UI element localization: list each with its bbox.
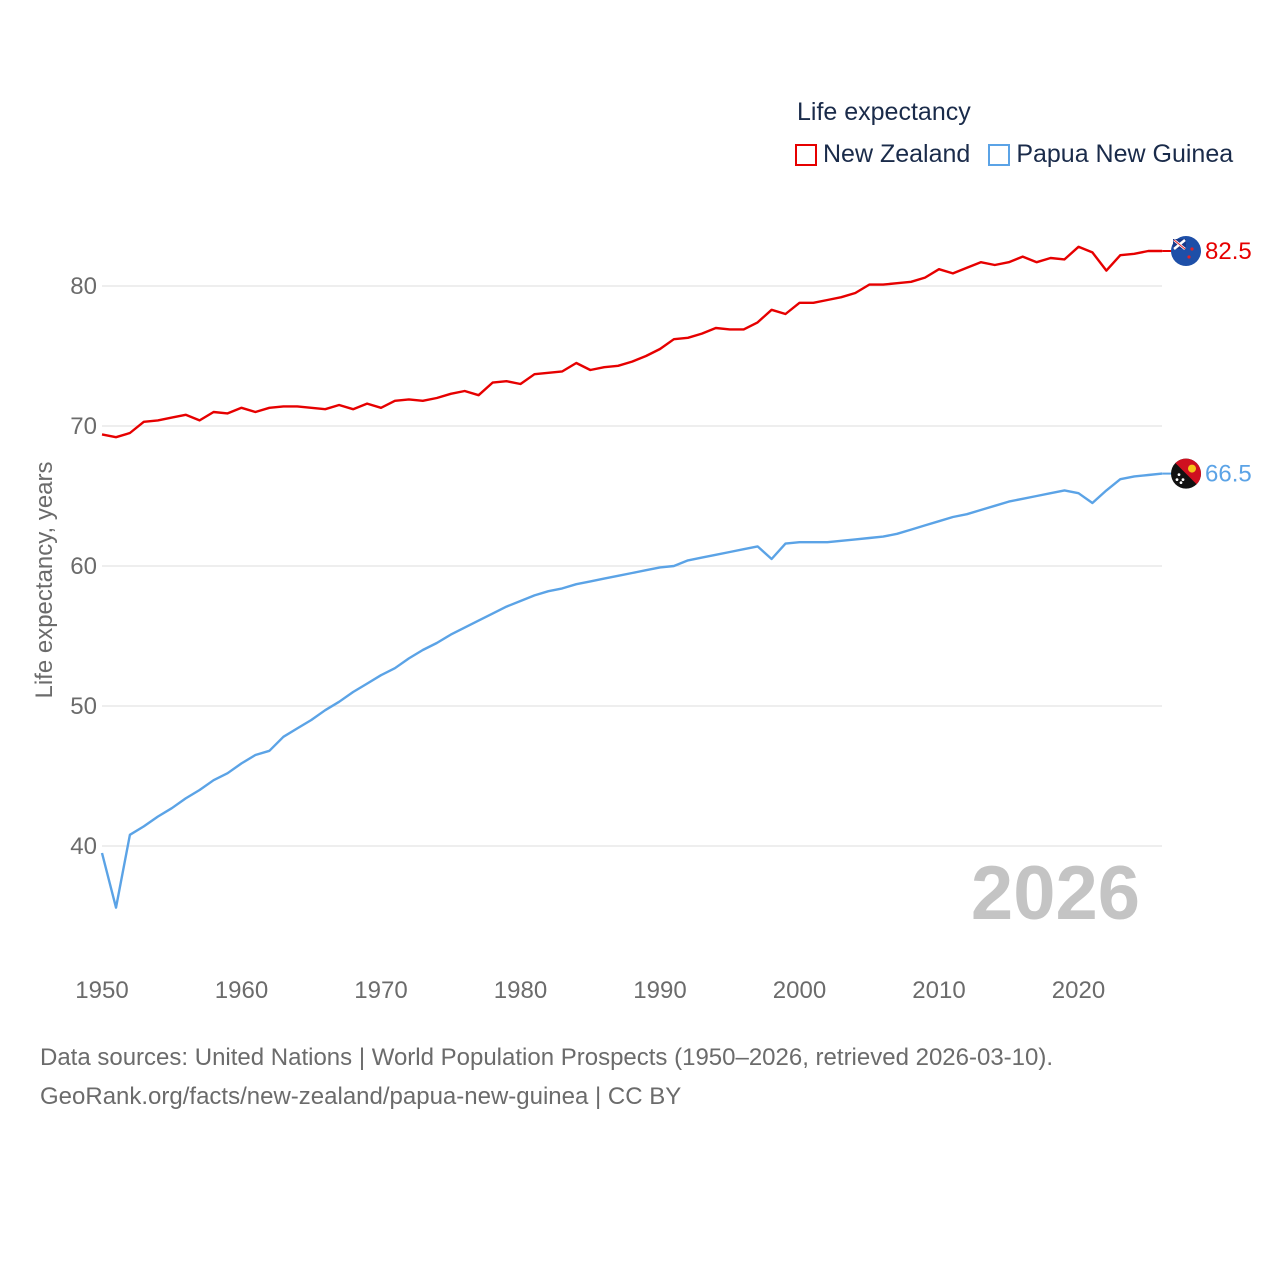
series-line-papua-new-guinea[interactable] (100, 472, 1163, 909)
y-axis-label: Life expectancy, years (31, 461, 58, 698)
y-tick-label: 40 (70, 833, 97, 860)
legend: New Zealand Papua New Guinea (795, 140, 1251, 169)
x-tick-label: 1990 (633, 977, 686, 1004)
new-zealand-flag-icon (1171, 236, 1201, 266)
series-line-new-zealand[interactable] (101, 245, 1163, 439)
y-tick-label: 50 (70, 693, 97, 720)
footer-attribution[interactable]: GeoRank.org/facts/new-zealand/papua-new-… (40, 1083, 682, 1110)
x-tick-label: 2000 (773, 977, 826, 1004)
legend-label-new-zealand: New Zealand (823, 140, 971, 168)
legend-swatch-new-zealand (795, 143, 817, 166)
y-tick-label: 70 (70, 413, 97, 440)
x-tick-label: 1960 (215, 977, 268, 1004)
legend-item-papua-new-guinea[interactable]: Papua New Guinea (988, 140, 1233, 169)
x-tick-label: 1950 (75, 977, 128, 1004)
y-tick-label: 80 (70, 273, 97, 300)
papua-new-guinea-flag-icon (1171, 458, 1202, 489)
legend-title: Life expectancy (797, 98, 971, 126)
legend-item-new-zealand[interactable]: New Zealand (795, 140, 970, 169)
y-tick-label: 60 (70, 553, 97, 580)
legend-swatch-papua-new-guinea (988, 143, 1011, 166)
end-value-label-new-zealand: 82.5 (1205, 238, 1252, 265)
x-tick-label: 1980 (494, 977, 547, 1004)
x-tick-label: 1970 (354, 977, 407, 1004)
footer-sources: Data sources: United Nations | World Pop… (40, 1044, 1054, 1071)
end-value-label-papua-new-guinea: 66.5 (1205, 461, 1252, 488)
legend-label-papua-new-guinea: Papua New Guinea (1016, 140, 1234, 168)
x-tick-label: 2020 (1052, 977, 1105, 1004)
x-tick-label: 2010 (912, 977, 965, 1004)
year-watermark: 2026 (970, 851, 1140, 936)
